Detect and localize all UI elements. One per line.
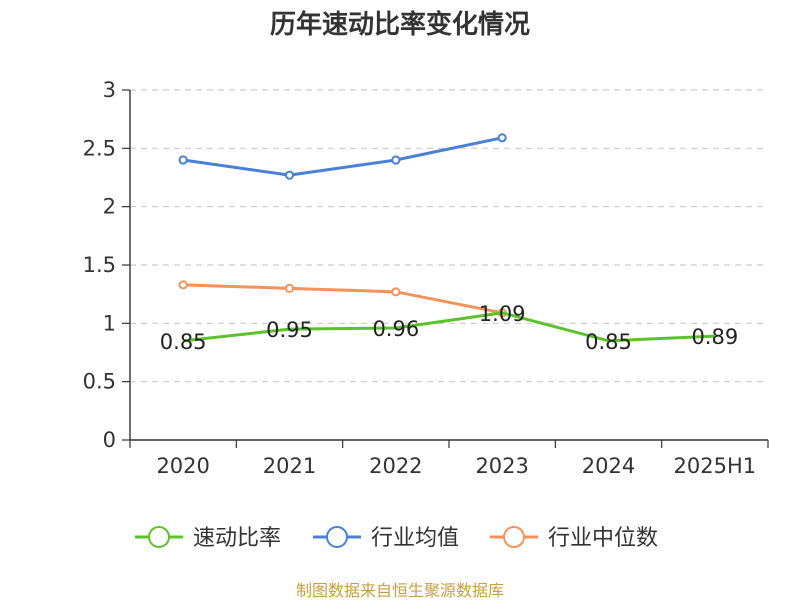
data-label: 0.85 xyxy=(160,330,207,354)
legend-item[interactable]: 行业中位数 xyxy=(490,526,658,551)
data-label: 0.96 xyxy=(372,317,419,341)
data-label: 1.09 xyxy=(479,302,526,326)
legend-label: 速动比率 xyxy=(193,526,281,551)
series-point-2 xyxy=(284,283,295,293)
x-tick-label: 2025H1 xyxy=(674,454,757,478)
legend-item[interactable]: 行业均值 xyxy=(313,526,459,551)
legend-label: 行业均值 xyxy=(371,526,459,551)
legend-marker xyxy=(326,526,348,548)
series-point-2 xyxy=(178,280,188,290)
legend-item[interactable]: 速动比率 xyxy=(135,526,281,551)
source-note: 制图数据来自恒生聚源数据库 xyxy=(296,581,504,600)
series-line-2 xyxy=(183,283,503,315)
y-tick-label: 3 xyxy=(103,78,116,102)
axes: 0 0.5 1 1.5 2 2.5 3 2020 2021 2022 2023 2024 2025H1 xyxy=(83,78,769,478)
chart-title: 历年速动比率变化情况 xyxy=(270,9,530,40)
x-tick-label: 2023 xyxy=(475,454,528,478)
series-line-0 xyxy=(183,311,715,343)
series-point-1 xyxy=(497,133,507,143)
y-tick-label: 0.5 xyxy=(83,370,116,394)
data-label: 0.85 xyxy=(585,330,632,354)
data-label: 0.95 xyxy=(266,318,313,342)
series-point-1 xyxy=(284,170,295,180)
y-tick-label: 1 xyxy=(103,311,116,335)
legend-label: 行业中位数 xyxy=(548,526,658,551)
series-point-2 xyxy=(391,287,401,297)
x-tick-label: 2022 xyxy=(369,454,422,478)
series-group xyxy=(178,133,715,343)
legend-marker xyxy=(503,526,525,548)
data-labels: 0.85 0.95 0.96 1.09 0.85 0.89 xyxy=(160,302,738,354)
grid-lines xyxy=(130,89,768,383)
y-tick-label: 0 xyxy=(103,428,116,452)
series-line-1 xyxy=(182,136,503,177)
data-label: 0.89 xyxy=(691,325,738,349)
legend-marker xyxy=(148,526,170,548)
y-tick-label: 2.5 xyxy=(83,136,116,160)
x-tick-label: 2024 xyxy=(582,454,635,478)
x-tick-label: 2020 xyxy=(156,454,209,478)
series-point-1 xyxy=(391,155,401,165)
y-tick-label: 2 xyxy=(103,195,116,219)
legend[interactable]: 速动比率 行业均值 行业中位数 xyxy=(135,526,658,551)
y-tick-label: 1.5 xyxy=(83,253,116,277)
x-tick-label: 2021 xyxy=(263,454,316,478)
series-point-1 xyxy=(178,155,188,165)
